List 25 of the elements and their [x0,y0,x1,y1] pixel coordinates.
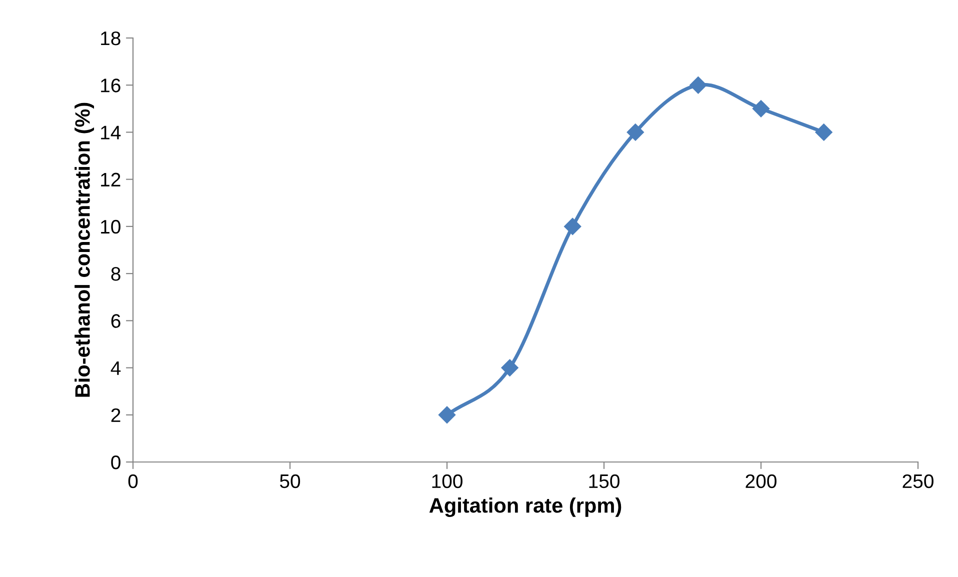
y-tick-label: 18 [101,31,120,46]
x-tick-label: 0 [128,474,138,488]
point [438,406,456,424]
y-tick-label: 16 [101,78,120,92]
y-tick-label: 12 [101,172,120,186]
x-tick-label: 150 [589,474,620,488]
y-tick-label: 14 [101,126,121,140]
y-tick-label: 8 [111,267,120,281]
y-tick-label: 0 [111,455,120,470]
y-tick-label: 6 [111,314,120,328]
point [690,76,707,94]
x-tick-label: 200 [746,474,776,488]
x-tick-label: 50 [280,474,300,488]
x-axis-title: Agitation rate (rpm) [429,497,622,517]
y-axis-title: Bio-ethanol concentration (%) [74,102,94,397]
point [815,124,832,141]
point [501,359,518,376]
y-tick-label: 10 [101,220,120,234]
point [626,124,644,141]
point [564,218,582,235]
x-tick-label: 100 [432,474,462,488]
x-tick-label: 250 [902,474,934,488]
y-tick-label: 4 [110,361,121,375]
y-tick-label: 2 [111,408,120,422]
point [752,100,770,118]
